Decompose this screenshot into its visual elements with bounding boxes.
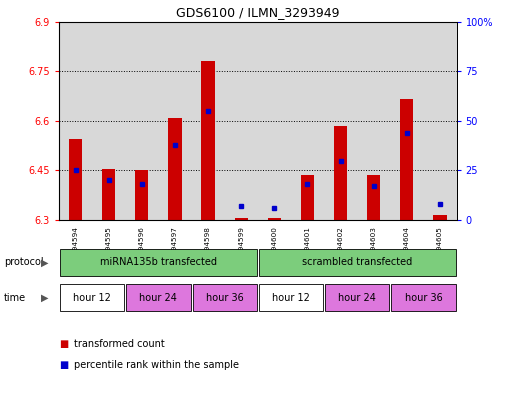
Text: hour 24: hour 24 [140,293,177,303]
Text: percentile rank within the sample: percentile rank within the sample [74,360,240,370]
Bar [102,169,115,220]
Bar [259,285,323,311]
Bar [334,126,347,220]
Bar [423,22,457,220]
Text: ▶: ▶ [42,293,49,303]
Bar [258,22,291,220]
Text: transformed count: transformed count [74,339,165,349]
Text: scrambled transfected: scrambled transfected [302,257,412,267]
Bar [60,249,257,275]
Bar [234,219,248,220]
Title: GDS6100 / ILMN_3293949: GDS6100 / ILMN_3293949 [176,6,340,19]
Bar [59,22,92,220]
Bar [168,118,182,220]
Bar [92,22,125,220]
Bar [268,219,281,220]
Text: miRNA135b transfected: miRNA135b transfected [100,257,217,267]
Text: hour 12: hour 12 [73,293,111,303]
Text: hour 36: hour 36 [206,293,244,303]
Bar [390,22,423,220]
Text: hour 36: hour 36 [405,293,442,303]
Text: time: time [4,293,26,303]
Text: ▶: ▶ [42,257,49,267]
Bar [324,22,357,220]
Text: ■: ■ [59,339,68,349]
Bar [159,22,191,220]
Bar [400,99,413,220]
Text: ■: ■ [59,360,68,370]
Bar [225,22,258,220]
Bar [192,285,257,311]
Bar [367,175,380,220]
Bar [69,139,82,220]
Bar [202,61,215,220]
Bar [325,285,389,311]
Bar [301,175,314,220]
Bar [357,22,390,220]
Bar [433,215,447,220]
Bar [259,249,456,275]
Bar [135,171,148,220]
Bar [125,22,159,220]
Text: hour 12: hour 12 [272,293,310,303]
Bar [126,285,190,311]
Text: protocol: protocol [4,257,44,267]
Bar [191,22,225,220]
Bar [291,22,324,220]
Text: hour 24: hour 24 [338,293,376,303]
Bar [60,285,124,311]
Bar [391,285,456,311]
